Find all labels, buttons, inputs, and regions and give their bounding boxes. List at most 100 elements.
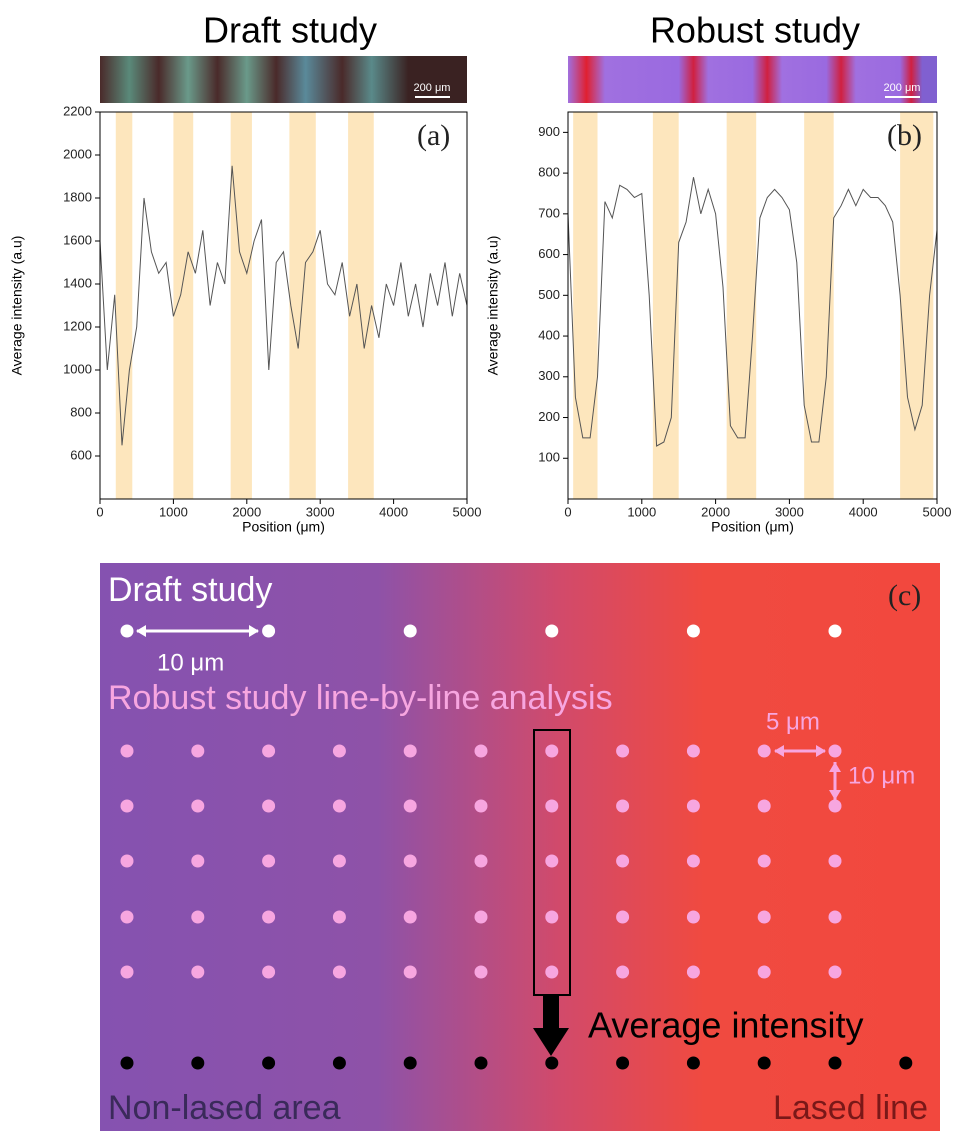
spacing-label: 10 μm [157, 649, 224, 676]
y-tick-label: 100 [538, 450, 560, 465]
y-tick-label: 200 [538, 409, 560, 424]
y-tick-label: 2200 [63, 103, 92, 118]
highlight-band [173, 112, 194, 499]
robust-point [686, 910, 700, 924]
robust-point [616, 744, 630, 758]
average-point [545, 1056, 559, 1070]
x-tick-label: 4000 [379, 504, 408, 519]
robust-point [120, 799, 134, 813]
robust-point [474, 965, 488, 979]
average-point [616, 1056, 630, 1070]
robust-point [616, 799, 630, 813]
dots [120, 624, 913, 1070]
x-tick-label: 1000 [627, 504, 656, 519]
robust-point [120, 744, 134, 758]
average-point [474, 1056, 488, 1070]
y-tick-label: 1200 [63, 318, 92, 333]
average-point [191, 1056, 205, 1070]
y-tick-label: 1000 [63, 361, 92, 376]
data-line [567, 177, 938, 447]
robust-point [332, 744, 346, 758]
y-tick-label: 800 [70, 404, 92, 419]
average-point [120, 1056, 134, 1070]
robust-point [545, 744, 559, 758]
average-point [757, 1056, 771, 1070]
panel-label: (b) [887, 119, 922, 152]
robust-point [616, 910, 630, 924]
y-tick-label: 600 [70, 447, 92, 462]
draft-point [686, 624, 700, 638]
highlight-band [726, 112, 757, 499]
robust-point [545, 910, 559, 924]
robust-point [191, 910, 205, 924]
robust-point [757, 910, 771, 924]
x-axis-label: Position (μm) [711, 519, 794, 535]
robust-point [262, 854, 276, 868]
robust-point [616, 854, 630, 868]
robust-point [191, 965, 205, 979]
robust-point [828, 965, 842, 979]
average-point [403, 1056, 417, 1070]
panel-label: (c) [888, 579, 921, 612]
x-tick-label: 3000 [306, 504, 335, 519]
draft-point [262, 624, 276, 638]
highlight-band [900, 112, 934, 499]
average-point [828, 1056, 842, 1070]
robust-point [686, 799, 700, 813]
right-label: Lased line [773, 1089, 928, 1127]
robust-point [191, 854, 205, 868]
x-tick-label: 5000 [923, 504, 952, 519]
micrograph [568, 56, 937, 103]
left-label: Non-lased area [108, 1089, 341, 1127]
robust-point [191, 744, 205, 758]
highlight-band [289, 112, 316, 499]
robust-point [262, 744, 276, 758]
y-tick-label: 400 [538, 327, 560, 342]
y-tick-label: 500 [538, 287, 560, 302]
robust-point [262, 799, 276, 813]
robust-point [474, 854, 488, 868]
scale-bar-label: 200 μm [884, 82, 921, 94]
y-axis-label: Average intensity (a.u) [485, 236, 501, 376]
robust-point [474, 744, 488, 758]
draft-point [545, 624, 559, 638]
chart: Robust study 200 μm 0 1000 2000 3000 4000 5000 1… [485, 10, 952, 535]
plot-frame [99, 111, 468, 500]
y-tick-label: 1600 [63, 232, 92, 247]
highlight-band [115, 112, 133, 499]
robust-point [120, 965, 134, 979]
robust-point [403, 799, 417, 813]
x-tick-label: 1000 [159, 504, 188, 519]
y-tick-label: 1800 [63, 189, 92, 204]
average-point [262, 1056, 276, 1070]
x-tick-label: 5000 [453, 504, 482, 519]
x-tick-label: 0 [96, 504, 103, 519]
panel-label: (a) [417, 119, 450, 152]
draft-point [828, 624, 842, 638]
draft-point [403, 624, 417, 638]
robust-point [686, 965, 700, 979]
robust-point [828, 910, 842, 924]
y-tick-label: 700 [538, 205, 560, 220]
spacing-label: 5 μm [766, 708, 820, 735]
highlight-band [230, 112, 252, 499]
robust-point [616, 965, 630, 979]
robust-point [403, 910, 417, 924]
average-point [332, 1056, 346, 1070]
arrow-shaft [543, 995, 559, 1030]
robust-point [757, 965, 771, 979]
robust-point [403, 965, 417, 979]
y-axis-label: Average intensity (a.u) [9, 236, 25, 376]
robust-point [332, 910, 346, 924]
y-tick-label: 2000 [63, 146, 92, 161]
y-tick-label: 300 [538, 368, 560, 383]
robust-point [757, 799, 771, 813]
x-axis-label: Position (μm) [242, 519, 325, 535]
x-tick-label: 3000 [775, 504, 804, 519]
robust-point [828, 744, 842, 758]
average-point [899, 1056, 913, 1070]
robust-point [686, 854, 700, 868]
robust-point [332, 965, 346, 979]
